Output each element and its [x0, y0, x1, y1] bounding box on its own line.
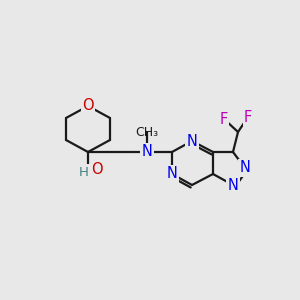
- Text: N: N: [240, 160, 250, 175]
- Text: CH₃: CH₃: [135, 126, 159, 139]
- Text: F: F: [244, 110, 252, 124]
- Text: O: O: [82, 98, 94, 113]
- Text: N: N: [167, 167, 177, 182]
- Text: N: N: [142, 145, 152, 160]
- Text: N: N: [228, 178, 238, 193]
- Text: F: F: [220, 112, 228, 127]
- Text: O: O: [91, 161, 103, 176]
- Text: N: N: [187, 134, 197, 148]
- Text: H: H: [79, 166, 89, 178]
